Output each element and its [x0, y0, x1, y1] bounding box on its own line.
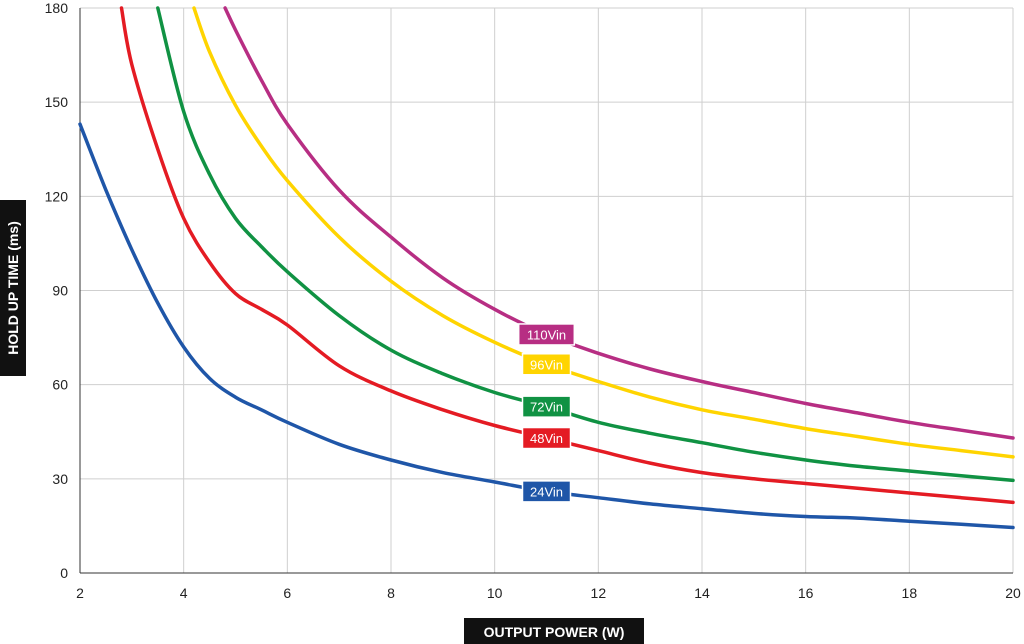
series-label-text: 48Vin: [530, 431, 563, 446]
series-label-text: 24Vin: [530, 484, 563, 499]
x-tick-label: 10: [487, 585, 503, 601]
x-tick-label: 8: [387, 585, 395, 601]
x-axis-title: OUTPUT POWER (W): [464, 618, 644, 644]
x-tick-label: 12: [591, 585, 607, 601]
series-label-background: [521, 426, 572, 450]
x-axis-title-background: [464, 618, 644, 644]
series-label-background: [521, 395, 572, 418]
y-tick-label: 150: [45, 94, 69, 110]
axis-layer: 2 4 6 8 10 12 14 16 18 20 0 30 60 90 120 150 180: [45, 0, 1021, 601]
series-layer: [78, 6, 1015, 530]
y-axis-title: HOLD UP TIME (ms): [0, 200, 26, 376]
x-tick-label: 14: [694, 585, 710, 601]
series-label-48vin: 48Vin: [521, 426, 572, 450]
y-tick-label: 120: [45, 188, 69, 204]
x-tick-label: 20: [1005, 585, 1021, 601]
x-tick-label: 2: [76, 585, 84, 601]
x-tick-label: 18: [902, 585, 918, 601]
series-line-110vin: [223, 6, 1015, 440]
series-label-96vin: 96Vin: [521, 353, 572, 376]
y-tick-label: 0: [60, 565, 68, 581]
series-line-72vin: [156, 6, 1015, 483]
series-label-text: 96Vin: [530, 357, 563, 372]
y-tick-label: 30: [52, 471, 68, 487]
x-tick-label: 6: [283, 585, 291, 601]
series-label-text: 110Vin: [527, 327, 566, 342]
series-label-text: 72Vin: [530, 400, 563, 415]
series-label-background: [521, 353, 572, 376]
y-axis-title-background: [0, 200, 26, 376]
series-line-24vin: [78, 122, 1015, 530]
series-label-background: [517, 323, 576, 346]
series-label-layer: 24Vin 48Vin 72Vin 96Vin 110Vin: [517, 323, 576, 503]
series-label-110vin: 110Vin: [517, 323, 576, 346]
y-tick-label: 60: [52, 377, 68, 393]
series-label-background: [521, 480, 572, 503]
x-tick-label: 16: [798, 585, 814, 601]
series-line-48vin: [119, 6, 1015, 505]
x-tick-label: 4: [180, 585, 188, 601]
series-label-24vin: 24Vin: [521, 480, 572, 503]
x-axis-title-text: OUTPUT POWER (W): [484, 624, 625, 640]
y-tick-label: 90: [52, 283, 68, 299]
series-line-96vin: [192, 6, 1015, 459]
y-axis-title-text: HOLD UP TIME (ms): [5, 221, 21, 355]
series-label-72vin: 72Vin: [521, 395, 572, 418]
y-tick-label: 180: [45, 0, 69, 16]
